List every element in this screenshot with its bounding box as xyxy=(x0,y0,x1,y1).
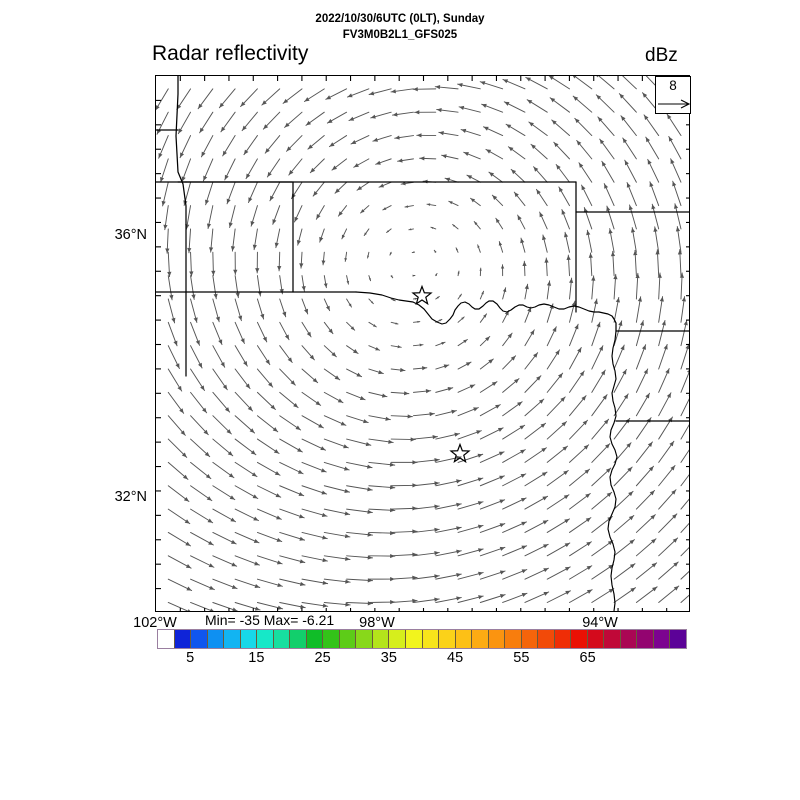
colorbar-cell xyxy=(571,630,588,648)
border-nm-tx xyxy=(175,76,187,377)
colorbar-cell xyxy=(273,630,291,648)
colorbar-cell xyxy=(439,630,456,648)
red-river-boundary xyxy=(355,291,600,325)
units-label: dBz xyxy=(645,45,678,66)
page-title: Radar reflectivity xyxy=(152,42,309,65)
colorbar-tick-label: 55 xyxy=(513,650,530,666)
colorbar-cell xyxy=(389,630,406,648)
colorbar-cell xyxy=(521,630,539,648)
axis-label-lat-36: 36°N xyxy=(114,226,147,243)
colorbar-cell xyxy=(158,630,175,648)
min-max-annotation: Min= -35 Max= -6.21 xyxy=(205,612,335,628)
reference-vector-value: 8 xyxy=(669,78,677,93)
colorbar-cell xyxy=(620,630,638,648)
colorbar-cell xyxy=(587,630,605,648)
colorbar-cell xyxy=(323,630,340,648)
colorbar-cell xyxy=(653,630,671,648)
reference-vector-box xyxy=(655,76,691,114)
border-tx-ar-step xyxy=(598,311,617,332)
colorbar-cell xyxy=(670,630,686,648)
colorbar-cell xyxy=(538,630,555,648)
colorbar-tick-label: 5 xyxy=(186,650,195,666)
map-boundaries-layer xyxy=(156,76,689,611)
colorbar-cell xyxy=(257,630,274,648)
colorbar-tick-labels: 5 15 25 35 45 55 65 xyxy=(157,650,687,670)
colorbar-cell xyxy=(604,630,621,648)
city-marker-south xyxy=(449,442,471,464)
colorbar xyxy=(157,629,687,649)
colorbar-cell xyxy=(554,630,572,648)
colorbar-tick-label: 15 xyxy=(248,650,265,666)
colorbar-cell xyxy=(372,630,390,648)
colorbar-swatches xyxy=(157,629,687,649)
colorbar-cell xyxy=(290,630,307,648)
colorbar-cell xyxy=(422,630,440,648)
wind-vector-field xyxy=(156,76,689,611)
reference-vector-arrow-icon xyxy=(658,99,691,109)
colorbar-tick-label: 65 xyxy=(579,650,596,666)
colorbar-cell xyxy=(339,630,357,648)
colorbar-cell xyxy=(637,630,654,648)
forecast-timestamp: 2022/10/30/6UTC (0LT), Sunday xyxy=(315,13,485,25)
colorbar-tick-label: 45 xyxy=(447,650,464,666)
colorbar-tick-label: 35 xyxy=(380,650,397,666)
colorbar-cell xyxy=(207,630,225,648)
colorbar-cell xyxy=(224,630,241,648)
colorbar-cell xyxy=(472,630,489,648)
colorbar-cell xyxy=(240,630,258,648)
colorbar-cell xyxy=(488,630,506,648)
axis-label-lon-98: 98°W xyxy=(359,615,395,631)
wind-vectors xyxy=(156,76,689,611)
city-marker-north xyxy=(411,284,433,306)
colorbar-cell xyxy=(455,630,473,648)
sabine-river-boundary xyxy=(607,330,618,611)
city-markers xyxy=(411,284,471,464)
colorbar-cell xyxy=(505,630,522,648)
model-label: FV3M0B2L1_GFS025 xyxy=(342,29,458,41)
colorbar-cell xyxy=(174,630,192,648)
colorbar-tick-label: 25 xyxy=(314,650,331,666)
colorbar-cell xyxy=(405,630,423,648)
colorbar-cell xyxy=(356,630,373,648)
axis-label-lat-32: 32°N xyxy=(114,488,147,505)
colorbar-cell xyxy=(306,630,324,648)
map-plot-area xyxy=(155,75,690,612)
colorbar-cell xyxy=(191,630,208,648)
axis-ticks xyxy=(156,76,689,611)
axis-label-lon-102: 102°W xyxy=(133,615,177,631)
axis-label-lon-94: 94°W xyxy=(582,615,618,631)
